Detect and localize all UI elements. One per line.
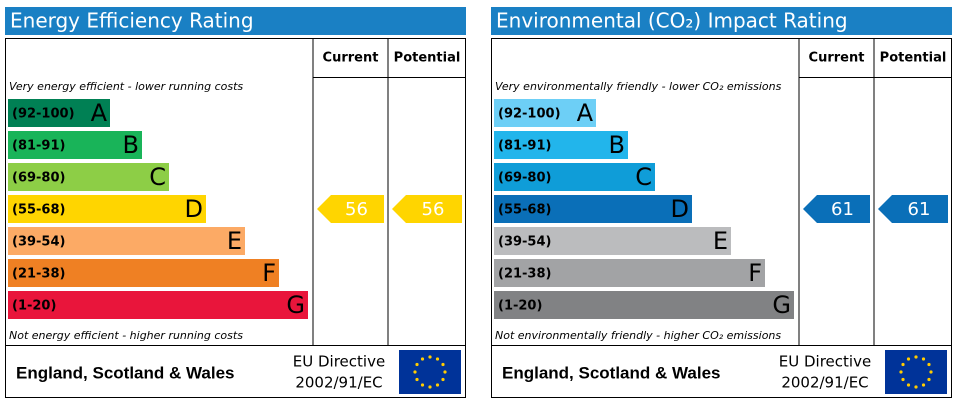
eu-star (906, 383, 911, 387)
band-range: (92-100) (12, 107, 75, 122)
band-letter: F (262, 259, 276, 287)
band-bar (8, 259, 279, 287)
panel-title: Energy Efficiency Rating (10, 9, 254, 33)
eu-star (929, 370, 933, 374)
band-range: (1-20) (12, 299, 56, 314)
band-letter: E (713, 227, 728, 255)
eu-star (413, 370, 417, 374)
band-range: (21-38) (498, 267, 551, 282)
eu-star (901, 377, 905, 382)
eu-star (927, 362, 931, 367)
eu-star (921, 383, 926, 387)
band-range: (81-91) (12, 139, 65, 154)
eu-star (435, 357, 440, 361)
band-letter: F (748, 259, 762, 287)
band-letter: D (185, 195, 203, 223)
rating-panel: Energy Efficiency Rating Current Potential… (5, 7, 466, 398)
band-range: (1-20) (498, 299, 542, 314)
eu-star (415, 377, 419, 382)
band-range: (55-68) (498, 203, 551, 218)
band-letter: G (772, 291, 791, 319)
bottom-note: Not energy efficient - higher running co… (9, 329, 243, 342)
eu-star (901, 362, 905, 367)
band-letter: A (91, 99, 108, 127)
band-bar (8, 195, 206, 223)
eu-star (927, 377, 931, 382)
title-bar (5, 7, 466, 35)
band-range: (39-54) (12, 235, 65, 250)
band-letter: D (671, 195, 689, 223)
eu-star (441, 377, 445, 382)
band-bar (494, 99, 596, 127)
column-header: Current (323, 51, 379, 66)
panel-title: Environmental (CO₂) Impact Rating (496, 9, 848, 33)
footer-directive: EU Directive (779, 353, 871, 371)
footer-region: England, Scotland & Wales (16, 363, 235, 382)
footer-directive: EU Directive (293, 353, 385, 371)
band-bar (494, 227, 731, 255)
bottom-note: Not environmentally friendly - higher CO… (495, 329, 781, 342)
rating-arrow (878, 195, 948, 223)
eu-star (899, 370, 903, 374)
rating-value: 56 (345, 199, 368, 220)
band-bar (494, 163, 655, 191)
column-header: Potential (880, 51, 947, 66)
eu-star (415, 362, 419, 367)
rating-arrow (803, 195, 870, 223)
eu-star (914, 355, 918, 359)
eu-star (420, 383, 425, 387)
title-bar (491, 7, 952, 35)
eu-star (914, 385, 918, 389)
band-range: (69-80) (498, 171, 551, 186)
band-range: (81-91) (498, 139, 551, 154)
band-letter: C (149, 163, 166, 191)
band-range: (55-68) (12, 203, 65, 218)
band-bar (8, 227, 245, 255)
rating-panel: Environmental (CO₂) Impact Rating Current… (491, 7, 952, 398)
eu-star (443, 370, 447, 374)
band-bar (494, 195, 692, 223)
band-letter: G (286, 291, 305, 319)
column-header: Potential (394, 51, 461, 66)
band-bar (494, 291, 794, 319)
band-letter: A (577, 99, 594, 127)
band-letter: B (609, 131, 625, 159)
rating-arrow (317, 195, 384, 223)
footer-code: 2002/91/EC (781, 374, 868, 392)
band-letter: E (227, 227, 242, 255)
band-bar (8, 291, 308, 319)
eu-star (435, 383, 440, 387)
footer-frame (491, 345, 952, 398)
band-bar (494, 259, 765, 287)
band-bar (8, 163, 169, 191)
eu-star (906, 357, 911, 361)
eu-star (420, 357, 425, 361)
rating-value: 61 (908, 199, 931, 220)
top-note: Very environmentally friendly - lower CO… (495, 80, 782, 93)
footer-code: 2002/91/EC (295, 374, 382, 392)
rating-value: 61 (831, 199, 854, 220)
top-note: Very energy efficient - lower running co… (9, 80, 243, 93)
band-bar (494, 131, 628, 159)
eu-star (921, 357, 926, 361)
band-letter: C (635, 163, 652, 191)
band-bar (8, 131, 142, 159)
eu-star (428, 385, 432, 389)
band-range: (39-54) (498, 235, 551, 250)
rating-arrow (392, 195, 462, 223)
rating-value: 56 (422, 199, 445, 220)
footer-region: England, Scotland & Wales (502, 363, 721, 382)
eu-star (428, 355, 432, 359)
eu-star (441, 362, 445, 367)
column-header: Current (809, 51, 865, 66)
footer-frame (5, 345, 466, 398)
band-range: (69-80) (12, 171, 65, 186)
band-range: (92-100) (498, 107, 561, 122)
band-range: (21-38) (12, 267, 65, 282)
band-letter: B (123, 131, 139, 159)
band-bar (8, 99, 110, 127)
